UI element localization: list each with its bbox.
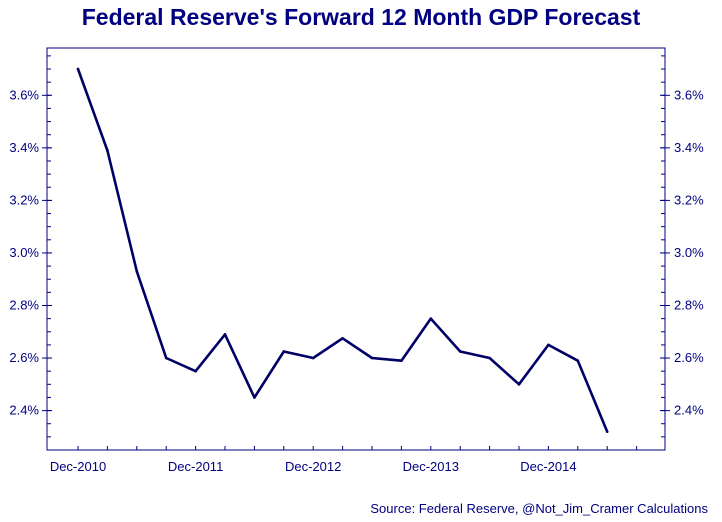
- data-point: [605, 430, 609, 433]
- y-tick-label-right: 2.8%: [674, 297, 704, 312]
- source-note: Source: Federal Reserve, @Not_Jim_Cramer…: [370, 501, 708, 516]
- data-point: [547, 343, 550, 347]
- x-tick-label: Dec-2010: [50, 459, 106, 474]
- x-tick-label: Dec-2013: [403, 459, 459, 474]
- y-tick-label-left: 2.8%: [9, 297, 39, 312]
- data-point: [253, 396, 256, 399]
- y-tick-label-left: 3.6%: [9, 87, 39, 102]
- data-point: [194, 369, 197, 373]
- data-point: [576, 359, 580, 362]
- y-tick-label-right: 3.2%: [674, 192, 704, 207]
- y-tick-label-left: 2.6%: [9, 350, 39, 365]
- series-line-gdp-forecast: [76, 67, 609, 433]
- data-point: [135, 270, 139, 273]
- data-point: [164, 356, 168, 360]
- data-point: [223, 333, 227, 336]
- data-point: [517, 383, 521, 386]
- data-point: [311, 356, 315, 360]
- data-point: [429, 317, 433, 320]
- left-y-axis: 2.4% 2.6% 2.8% 3.0% 3.2% 3.4% 3.6%: [9, 55, 52, 451]
- y-tick-label-right: 3.6%: [674, 87, 704, 102]
- y-tick-label-right: 2.6%: [674, 350, 704, 365]
- plot-area-frame: [46, 47, 666, 451]
- data-point: [488, 356, 491, 360]
- y-tick-label-right: 3.0%: [674, 245, 704, 260]
- y-tick-label-right: 2.4%: [674, 403, 704, 418]
- data-point: [282, 350, 286, 353]
- y-tick-label-left: 3.0%: [9, 245, 39, 260]
- data-point: [458, 350, 462, 353]
- data-point: [400, 359, 403, 362]
- x-tick-label: Dec-2012: [285, 459, 341, 474]
- y-tick-label-left: 2.4%: [9, 403, 39, 418]
- chart-title: Federal Reserve's Forward 12 Month GDP F…: [81, 4, 641, 30]
- x-tick-label: Dec-2014: [520, 459, 576, 474]
- data-point: [76, 67, 80, 71]
- y-tick-label-right: 3.4%: [674, 140, 704, 155]
- data-point: [341, 337, 344, 340]
- right-y-axis: 2.4% 2.6% 2.8% 3.0% 3.2% 3.4% 3.6%: [660, 55, 704, 451]
- x-axis: Dec-2010 Dec-2011 Dec-2012 Dec-2013 Dec-2014: [50, 446, 638, 474]
- x-tick-label: Dec-2011: [168, 459, 223, 474]
- data-point: [106, 149, 109, 152]
- y-tick-label-left: 3.2%: [9, 192, 39, 207]
- data-point: [370, 356, 374, 360]
- data-points: [76, 67, 609, 433]
- y-tick-label-left: 3.4%: [9, 140, 39, 155]
